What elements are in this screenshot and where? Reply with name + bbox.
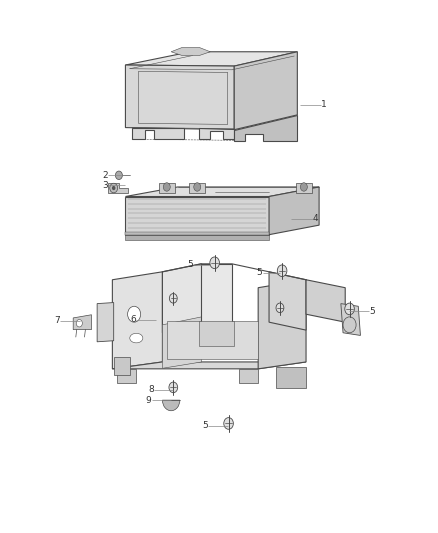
Text: 4: 4 [313,214,318,223]
Circle shape [194,183,201,191]
Circle shape [276,303,284,313]
Polygon shape [306,280,345,322]
Polygon shape [239,369,258,383]
Text: 5: 5 [257,268,262,277]
Polygon shape [97,303,114,342]
Polygon shape [125,187,319,197]
Polygon shape [258,280,306,369]
Polygon shape [269,187,319,235]
Circle shape [112,186,116,190]
Polygon shape [117,369,136,383]
Bar [296,183,312,193]
Circle shape [127,306,141,322]
Text: 1: 1 [321,100,327,109]
Circle shape [170,294,177,303]
Polygon shape [113,272,162,369]
Text: 5: 5 [187,261,193,269]
Circle shape [277,265,287,277]
Text: 5: 5 [202,421,208,430]
Polygon shape [125,65,234,130]
Polygon shape [341,304,360,335]
Wedge shape [162,400,180,411]
Polygon shape [108,183,127,193]
Polygon shape [132,127,184,139]
Text: 8: 8 [148,385,154,394]
Text: 9: 9 [146,395,152,405]
Polygon shape [276,367,306,389]
Circle shape [300,183,307,191]
Polygon shape [171,47,210,55]
Circle shape [169,382,178,393]
Polygon shape [199,127,234,139]
Text: 6: 6 [131,315,136,324]
Polygon shape [114,357,130,375]
Circle shape [163,183,170,191]
Polygon shape [125,235,269,240]
Polygon shape [73,315,92,329]
Circle shape [224,418,233,429]
Polygon shape [125,231,269,235]
Ellipse shape [130,333,143,343]
Bar [189,183,205,193]
Circle shape [76,319,82,327]
Polygon shape [162,317,201,368]
Text: 2: 2 [102,171,108,180]
Text: 7: 7 [54,316,60,325]
Polygon shape [125,197,269,235]
Polygon shape [199,320,234,346]
Circle shape [210,257,219,269]
Polygon shape [125,52,297,66]
Polygon shape [234,115,297,141]
Bar [159,183,175,193]
Polygon shape [167,320,258,359]
Circle shape [345,303,354,315]
Polygon shape [113,362,306,369]
Circle shape [110,183,117,193]
Text: 3: 3 [102,181,108,190]
Polygon shape [162,264,201,333]
Circle shape [343,317,356,333]
Text: 5: 5 [369,306,375,316]
Polygon shape [201,264,232,335]
Polygon shape [269,272,306,330]
Polygon shape [234,52,297,130]
Circle shape [116,171,122,180]
